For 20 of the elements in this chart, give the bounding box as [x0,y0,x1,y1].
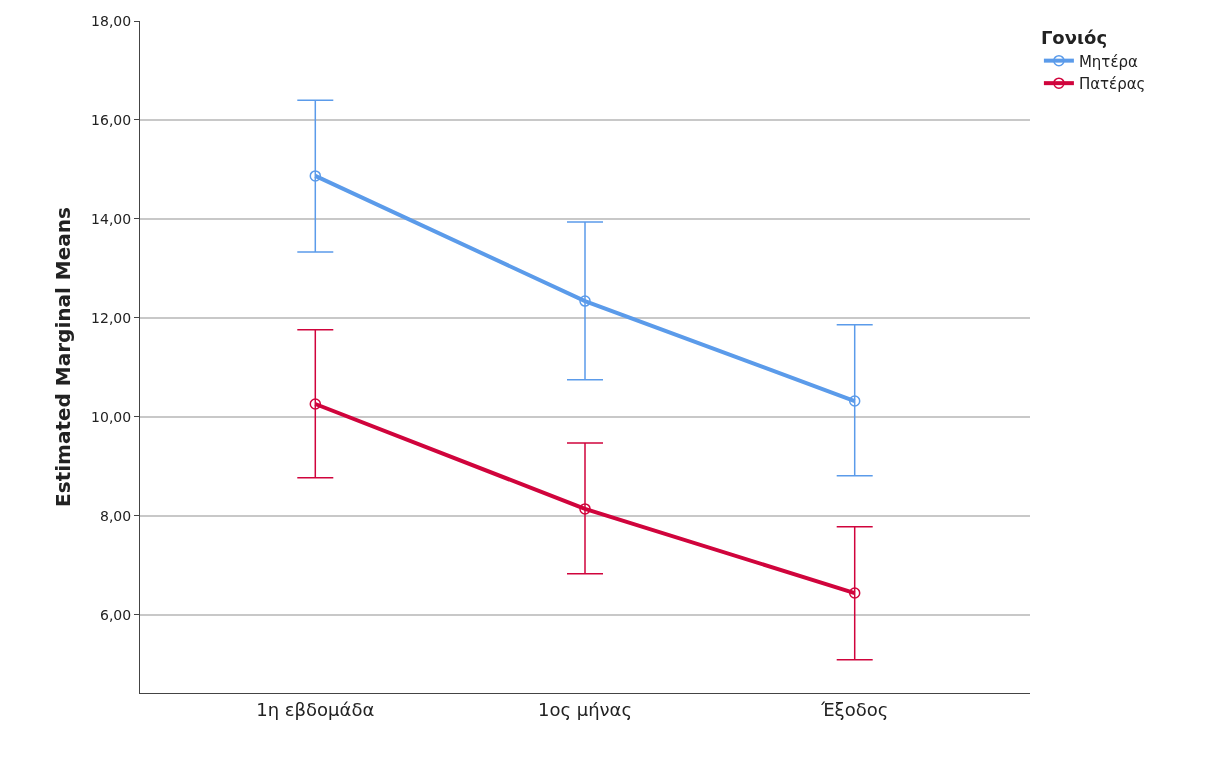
y-axis-title: Estimated Marginal Means [50,207,75,507]
point [579,503,591,515]
x-tick-label: 1ος μήνας [537,698,633,720]
point [309,398,322,410]
y-tick-label: 10,00 [91,408,132,425]
point [848,587,861,599]
y-tick-label: 18,00 [91,12,132,29]
x-tick-label: Έξοδος [820,698,889,720]
point [848,395,861,407]
legend-title: Γονιός [1040,27,1108,49]
point [309,170,322,182]
point [579,295,591,307]
legend-label: Πατέρας [1078,75,1146,93]
legend-label: Μητέρα [1078,52,1139,71]
y-tick-label: 14,00 [91,210,132,227]
y-tick-label: 16,00 [91,111,132,128]
y-tick-label: 12,00 [91,309,132,326]
y-tick-label: 6,00 [100,606,132,623]
x-tick-label: 1η εβδομάδα [256,698,375,720]
y-tick-label: 8,00 [100,507,132,524]
